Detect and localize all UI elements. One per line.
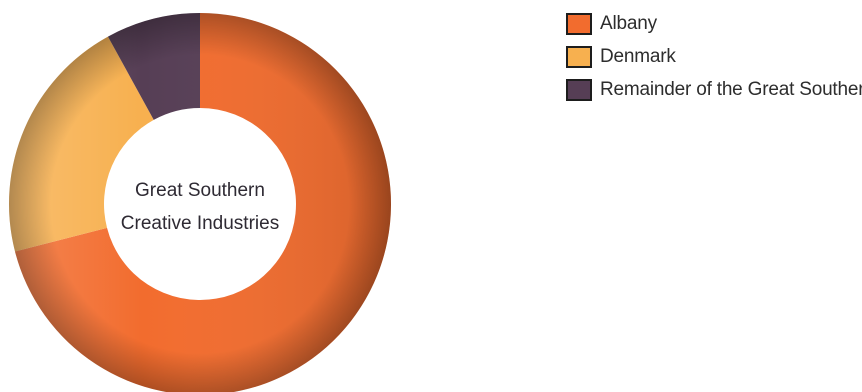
legend-swatch-albany [566,13,592,35]
legend-label-albany: Albany [600,13,657,34]
legend-swatch-denmark [566,46,592,68]
donut-shading [9,13,391,392]
legend-item-remainder: Remainder of the Great Southern [566,78,862,102]
donut-rim-shadow-overlay [9,13,391,392]
legend-item-albany: Albany [566,12,862,36]
legend-label-denmark: Denmark [600,46,676,67]
legend-swatch-remainder [566,79,592,101]
center-label-line-1: Great Southern [135,180,265,201]
chart-legend: Albany Denmark Remainder of the Great So… [566,12,862,111]
legend-item-denmark: Denmark [566,45,862,69]
center-label-line-2: Creative Industries [121,213,279,234]
legend-label-remainder: Remainder of the Great Southern [600,79,862,100]
